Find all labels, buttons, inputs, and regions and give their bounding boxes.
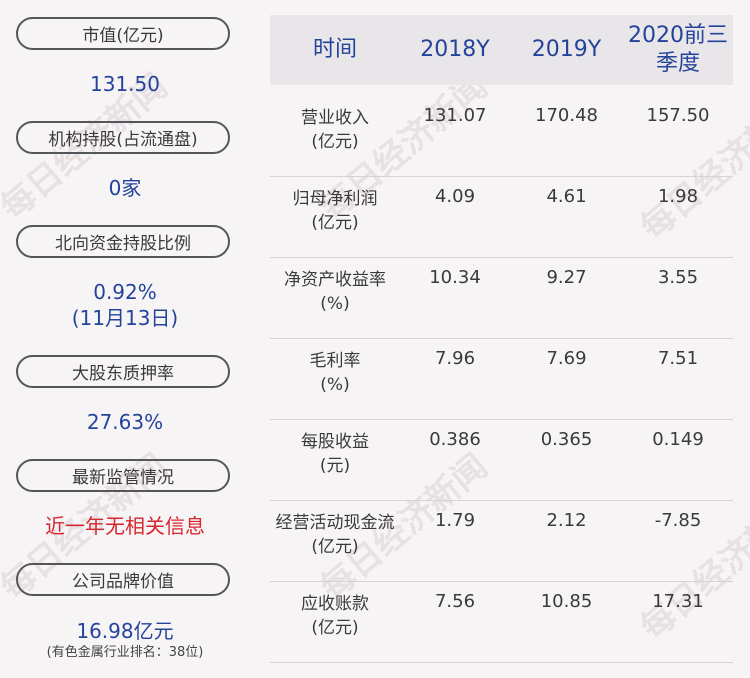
cell-2018: 131.07 [423, 105, 487, 126]
pledge-ratio-label: 大股东质押率 [16, 355, 230, 388]
northbound-ratio-date: (11月13日) [71, 306, 179, 330]
table-row: 净资产收益率 (%) 10.34 9.27 3.55 [270, 258, 733, 339]
cell-2019: 0.365 [540, 429, 593, 450]
northbound-ratio-value: 0.92% [93, 280, 157, 304]
metric-unit: (亿元) [311, 618, 359, 638]
table-row: 营业收入 (亿元) 131.07 170.48 157.50 [270, 96, 733, 177]
metric-unit: (亿元) [311, 132, 359, 152]
row-label: 营业收入 (亿元) [270, 106, 400, 154]
cell-2020: 1.98 [657, 186, 699, 207]
metric-unit: (元) [319, 456, 351, 476]
row-label: 应收账款 (亿元) [270, 592, 400, 640]
metric-name: 毛利率 [309, 351, 361, 371]
table-row: 应收账款 (亿元) 7.56 10.85 17.31 [270, 582, 733, 663]
regulatory-value: 近一年无相关信息 [45, 514, 205, 538]
cell-2018: 7.96 [434, 348, 476, 369]
northbound-ratio-label: 北向资金持股比例 [16, 225, 230, 258]
cell-2020: 17.31 [652, 591, 704, 612]
cell-2020: -7.85 [654, 510, 702, 531]
cell-2018: 7.56 [434, 591, 476, 612]
cell-2020: 7.51 [657, 348, 699, 369]
table-row: 每股收益 (元) 0.386 0.365 0.149 [270, 420, 733, 501]
cell-2019: 4.61 [546, 186, 587, 207]
row-label: 净资产收益率 (%) [270, 268, 400, 316]
cell-2020: 3.55 [657, 267, 699, 288]
row-label: 毛利率 (%) [270, 349, 400, 397]
metric-name: 每股收益 [301, 432, 369, 452]
cell-2019: 10.85 [540, 591, 593, 612]
institution-holding-label: 机构持股(占流通盘) [16, 121, 230, 154]
pledge-ratio-value: 27.63% [86, 410, 164, 434]
financial-table: 时间 2018Y 2019Y 2020前三季度 营业收入 (亿元) 131.07 … [270, 15, 733, 663]
header-2020q3: 2020前三季度 [628, 23, 728, 76]
market-cap-label: 市值(亿元) [16, 17, 230, 50]
metric-name: 经营活动现金流 [275, 513, 395, 533]
metric-name: 归母净利润 [292, 189, 378, 209]
table-header: 时间 2018Y 2019Y 2020前三季度 [270, 15, 733, 85]
cell-2018: 10.34 [429, 267, 481, 288]
header-2019: 2019Y [531, 37, 602, 62]
metric-unit: (亿元) [311, 537, 359, 557]
brand-value-value: 16.98亿元 [76, 619, 174, 643]
cell-2019: 7.69 [546, 348, 587, 369]
metric-unit: (%) [320, 375, 350, 395]
institution-holding-value: 0家 [108, 176, 142, 200]
row-label: 每股收益 (元) [270, 430, 400, 478]
metric-name: 应收账款 [301, 594, 369, 614]
cell-2018: 0.386 [429, 429, 481, 450]
row-label: 归母净利润 (亿元) [270, 187, 400, 235]
cell-2019: 9.27 [546, 267, 587, 288]
regulatory-label: 最新监管情况 [16, 459, 230, 492]
left-panel: 市值(亿元) 131.50 机构持股(占流通盘) 0家 北向资金持股比例 0.9… [0, 0, 250, 678]
cell-2018: 4.09 [434, 186, 476, 207]
header-time: 时间 [312, 37, 357, 62]
brand-rank-note: (有色金属行业排名：38位) [46, 645, 204, 660]
brand-value-label: 公司品牌价值 [16, 563, 230, 596]
cell-2020: 0.149 [652, 429, 704, 450]
cell-2018: 1.79 [434, 510, 476, 531]
table-row: 经营活动现金流 (亿元) 1.79 2.12 -7.85 [270, 501, 733, 582]
cell-2019: 170.48 [535, 105, 598, 126]
metric-name: 净资产收益率 [284, 270, 386, 290]
row-label: 经营活动现金流 (亿元) [270, 511, 400, 559]
market-cap-value: 131.50 [90, 72, 160, 96]
table-row: 归母净利润 (亿元) 4.09 4.61 1.98 [270, 177, 733, 258]
metric-unit: (亿元) [311, 213, 359, 233]
metric-name: 营业收入 [301, 108, 369, 128]
table-row: 毛利率 (%) 7.96 7.69 7.51 [270, 339, 733, 420]
cell-2019: 2.12 [546, 510, 587, 531]
cell-2020: 157.50 [646, 105, 710, 126]
header-2018: 2018Y [420, 37, 490, 62]
metric-unit: (%) [320, 294, 350, 314]
